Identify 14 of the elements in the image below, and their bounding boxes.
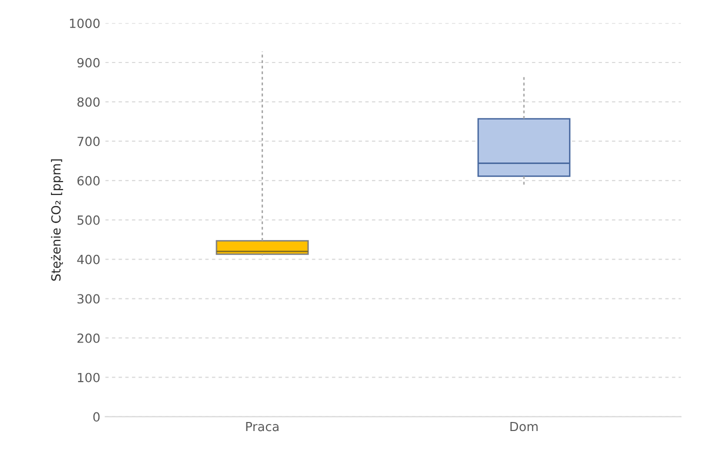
y-tick-label: 600 [77,176,100,186]
y-tick-label: 500 [78,215,100,225]
y-tick-label: 200 [77,333,100,343]
y-tick-label: 900 [77,58,100,68]
y-tick-label: 1000 [70,18,100,28]
y-tick-label: 400 [77,254,100,264]
x-tick-label: Dom [510,422,538,432]
y-tick-label: 700 [78,136,100,146]
y-tick-label: 300 [78,294,100,304]
x-tick-label: Praca [246,422,278,432]
y-axis-title: Stężenie CO₂ [ppm] [50,159,64,281]
y-tick-label: 0 [93,412,100,422]
y-tick-label: 800 [77,97,100,107]
y-tick-label: 100 [78,372,100,382]
